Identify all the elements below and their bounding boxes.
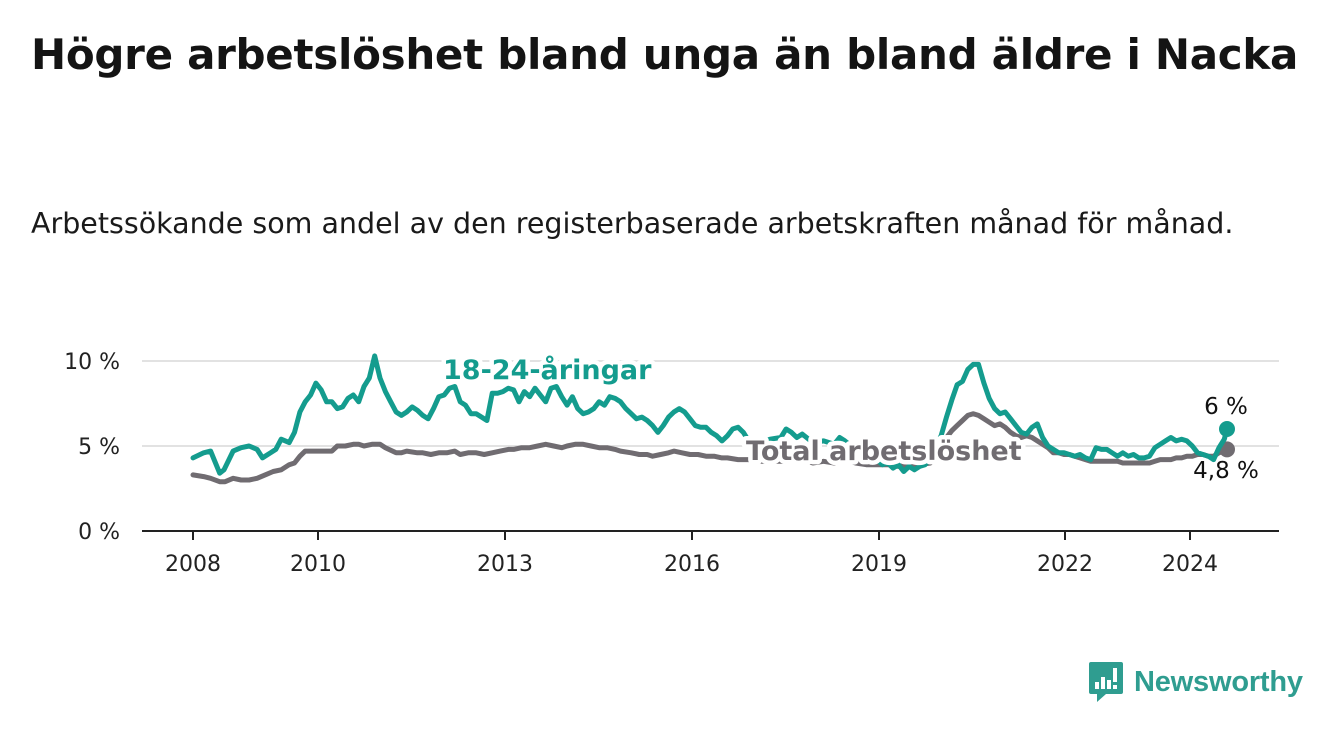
x-tick-label: 2013 — [477, 552, 533, 577]
x-tick-label: 2019 — [851, 552, 907, 577]
series-end-label-total: 4,8 % — [1193, 458, 1259, 484]
chart-subtitle: Arbetssökande som andel av den registerb… — [31, 207, 1234, 240]
x-axis: 2008 2010 2013 2016 2019 2022 2024 — [142, 530, 1279, 577]
y-tick-label: 5 % — [78, 435, 120, 460]
series-line-0 — [190, 353, 1230, 476]
newsworthy-logo: Newsworthy — [1088, 660, 1303, 704]
gridlines — [142, 360, 1279, 447]
x-tick-label: 2010 — [290, 552, 346, 577]
newsworthy-logo-text: Newsworthy — [1134, 665, 1303, 698]
y-tick-label: 0 % — [78, 520, 120, 545]
series-lines — [190, 353, 1235, 485]
newsworthy-logo-icon — [1089, 662, 1123, 702]
x-tick-label: 2016 — [664, 552, 720, 577]
series-label-youth: 18-24-åringar — [443, 354, 652, 386]
series-label-youth-halo: 18-24-åringar — [443, 354, 652, 386]
series-label-total-halo: Total arbetslöshet — [746, 436, 1022, 467]
y-axis: 0 % 5 % 10 % — [64, 350, 120, 545]
x-tick-label: 2024 — [1162, 552, 1218, 577]
series-end-label-youth: 6 % — [1204, 394, 1248, 420]
y-tick-label: 10 % — [64, 350, 120, 375]
series-label-total: Total arbetslöshet — [746, 436, 1022, 467]
series-end-marker-0 — [1219, 421, 1235, 437]
x-tick-label: 2008 — [165, 552, 221, 577]
line-chart: 2008 2010 2013 2016 2019 2022 2024 0 %5 %10 % … — [64, 350, 1279, 577]
series-line-1 — [190, 411, 1230, 485]
x-tick-label: 2022 — [1037, 552, 1093, 577]
chart-title: Högre arbetslöshet bland unga än bland ä… — [31, 30, 1299, 79]
